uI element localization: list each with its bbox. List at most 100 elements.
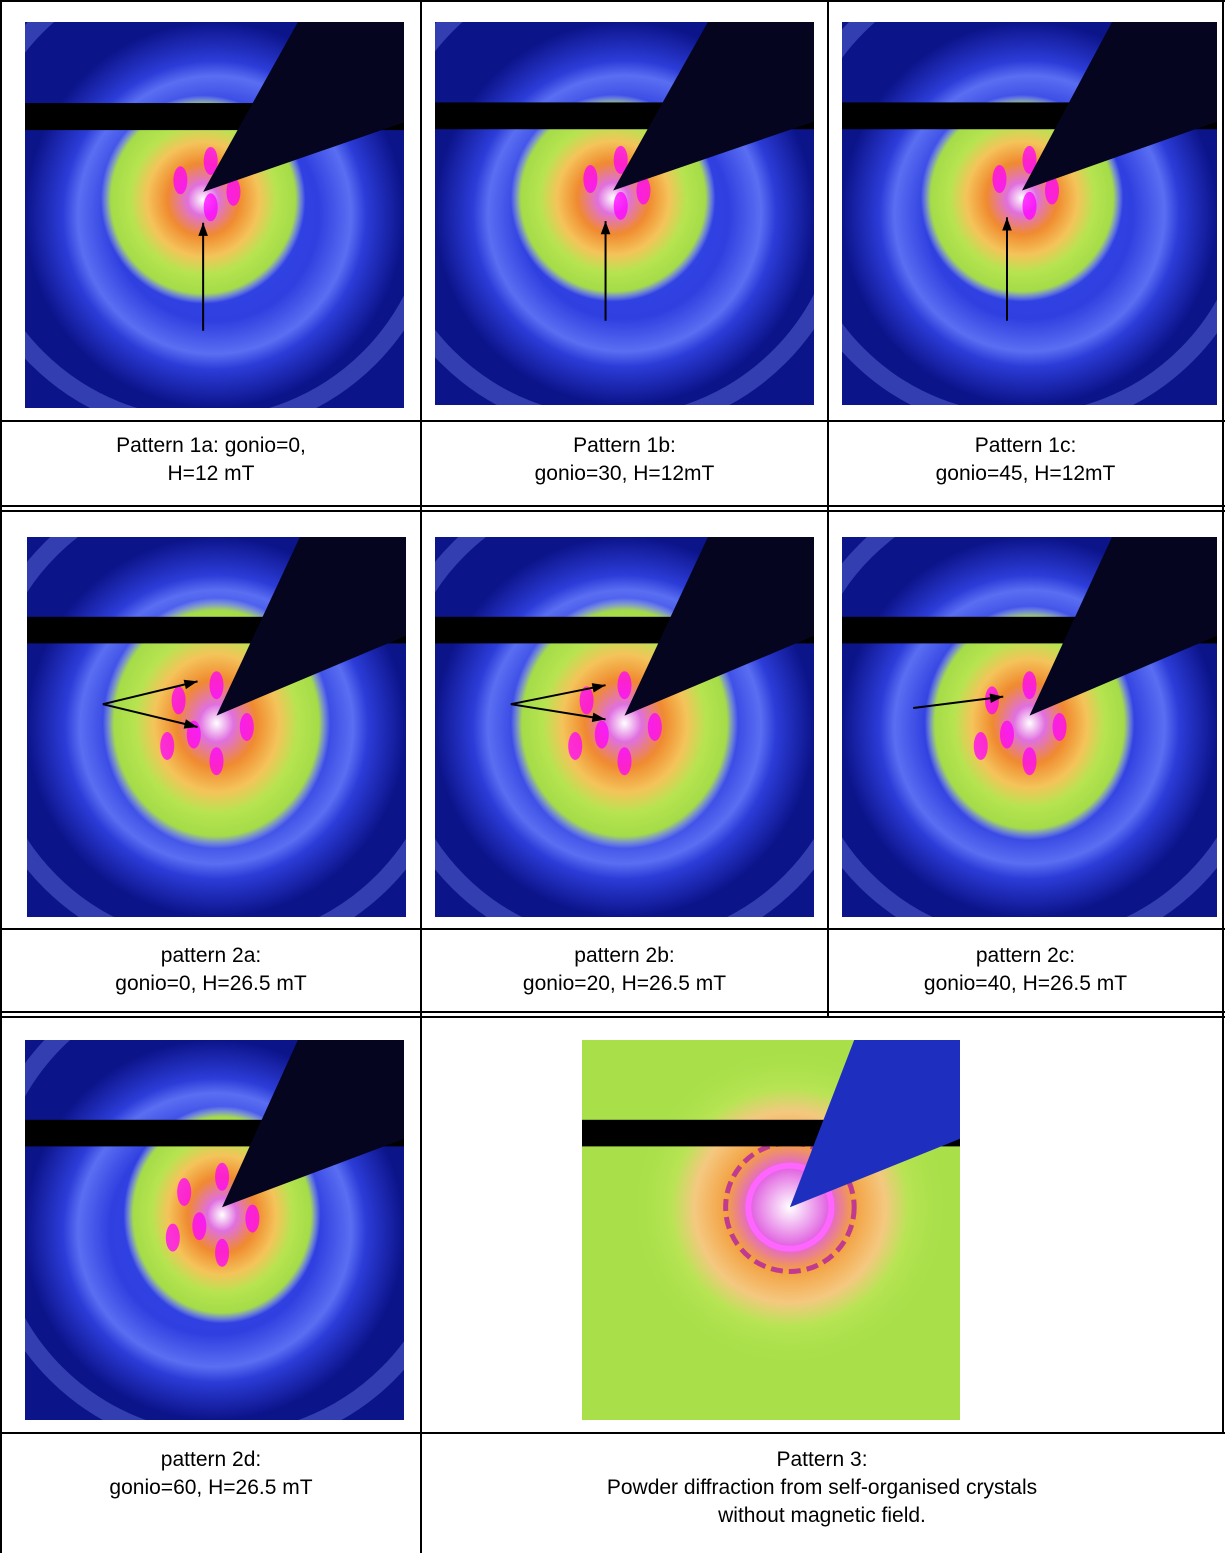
caption-line: gonio=20, H=26.5 mT (522, 972, 727, 995)
spot (165, 1223, 180, 1252)
diffraction-image (25, 1040, 404, 1420)
spot (579, 686, 594, 715)
beam-stop-wedge (216, 537, 406, 716)
caption: pattern 2d: gonio=60, H=26.5 mT (2, 1446, 420, 1502)
arrow-line (102, 680, 198, 706)
spot (617, 671, 632, 700)
spot (1022, 191, 1037, 220)
diffraction-image (27, 537, 406, 917)
spot (1022, 747, 1037, 776)
arrow-head (591, 712, 606, 723)
caption: pattern 2b: gonio=20, H=26.5 mT (422, 942, 827, 998)
spot (245, 1204, 260, 1233)
caption: pattern 2a: gonio=0, H=26.5 mT (2, 942, 420, 998)
caption-line: without magnetic field. (718, 1504, 926, 1527)
caption-line: pattern 2a: (160, 944, 262, 967)
arrow-head (1002, 217, 1012, 231)
spot (239, 713, 254, 741)
arrow-line (102, 703, 198, 728)
border (0, 928, 1225, 930)
border (0, 1432, 1225, 1434)
caption-line: pattern 2b: (574, 944, 675, 967)
spot (647, 713, 662, 741)
diffraction-image (435, 22, 814, 405)
caption-line: H=12 mT (167, 462, 255, 485)
caption-line: gonio=40, H=26.5 mT (923, 972, 1128, 995)
border (420, 0, 422, 1553)
spot (226, 177, 241, 206)
caption-line: Powder diffraction from self-organised c… (606, 1476, 1038, 1499)
arrow-head (198, 222, 208, 236)
caption: Pattern 1a: gonio=0, H=12 mT (2, 432, 420, 488)
spot (160, 732, 175, 760)
diffraction-image (842, 22, 1217, 405)
beam-stop-wedge (789, 1040, 960, 1208)
caption-line: Pattern 1a: gonio=0, (116, 434, 306, 457)
caption: Pattern 1c: gonio=45, H=12mT (829, 432, 1222, 488)
beam-stop-wedge (222, 1040, 404, 1208)
caption: pattern 2c: gonio=40, H=26.5 mT (829, 942, 1222, 998)
spot (173, 166, 188, 195)
border (0, 420, 1225, 422)
caption-line: gonio=0, H=26.5 mT (115, 972, 307, 995)
caption-line: gonio=60, H=26.5 mT (109, 1476, 313, 1499)
spot (215, 1162, 230, 1191)
border (0, 505, 1225, 507)
arrow-line (510, 684, 606, 706)
beam-stop-wedge (1022, 22, 1217, 191)
spot (568, 732, 583, 760)
arrow-head (591, 683, 606, 693)
caption: Pattern 3: Powder diffraction from self-o… (422, 1446, 1222, 1530)
spot (203, 146, 218, 175)
arrow-head (183, 719, 198, 729)
spot (617, 747, 632, 776)
border (0, 0, 2, 1553)
arrow-line (913, 695, 1004, 709)
spot (613, 191, 628, 220)
caption-line: Pattern 3: (776, 1448, 868, 1471)
ring (745, 1162, 835, 1252)
arrow-line (510, 703, 606, 721)
spot (192, 1212, 207, 1241)
spot (973, 732, 988, 760)
spot (613, 145, 628, 174)
caption: Pattern 1b: gonio=30, H=12mT (422, 432, 827, 488)
spot (636, 176, 651, 205)
arrow-head (600, 221, 611, 235)
border (0, 1016, 1225, 1018)
caption-line: gonio=45, H=12mT (935, 462, 1116, 485)
border (0, 0, 1225, 2)
spot (203, 193, 218, 222)
beam-stop-wedge (624, 537, 814, 716)
border (0, 510, 1225, 512)
arrow-head (989, 693, 1004, 704)
spot (583, 165, 598, 194)
border (1222, 0, 1224, 1432)
spot (1052, 713, 1067, 741)
diffraction-image (842, 537, 1217, 917)
spot (177, 1178, 192, 1206)
diffraction-image (435, 537, 814, 917)
beam-stop-wedge (613, 22, 814, 191)
caption-line: pattern 2c: (975, 944, 1076, 967)
spot (209, 747, 224, 776)
spot (215, 1238, 230, 1267)
caption-line: Pattern 1c: (974, 434, 1077, 457)
spot (209, 671, 224, 700)
border (0, 1011, 1225, 1013)
spot (1022, 145, 1037, 174)
diffraction-image (582, 1040, 960, 1420)
caption-line: pattern 2d: (160, 1448, 262, 1471)
spot (171, 686, 186, 715)
beam-stop-wedge (203, 22, 404, 192)
spot (594, 720, 609, 749)
border (827, 0, 829, 1016)
spot (1045, 176, 1059, 205)
spot (1022, 671, 1037, 700)
diffraction-image (25, 22, 404, 408)
caption-line: Pattern 1b: (573, 434, 676, 457)
beam-stop-wedge (1029, 537, 1217, 716)
spot (1000, 720, 1014, 749)
ring (723, 1140, 857, 1274)
